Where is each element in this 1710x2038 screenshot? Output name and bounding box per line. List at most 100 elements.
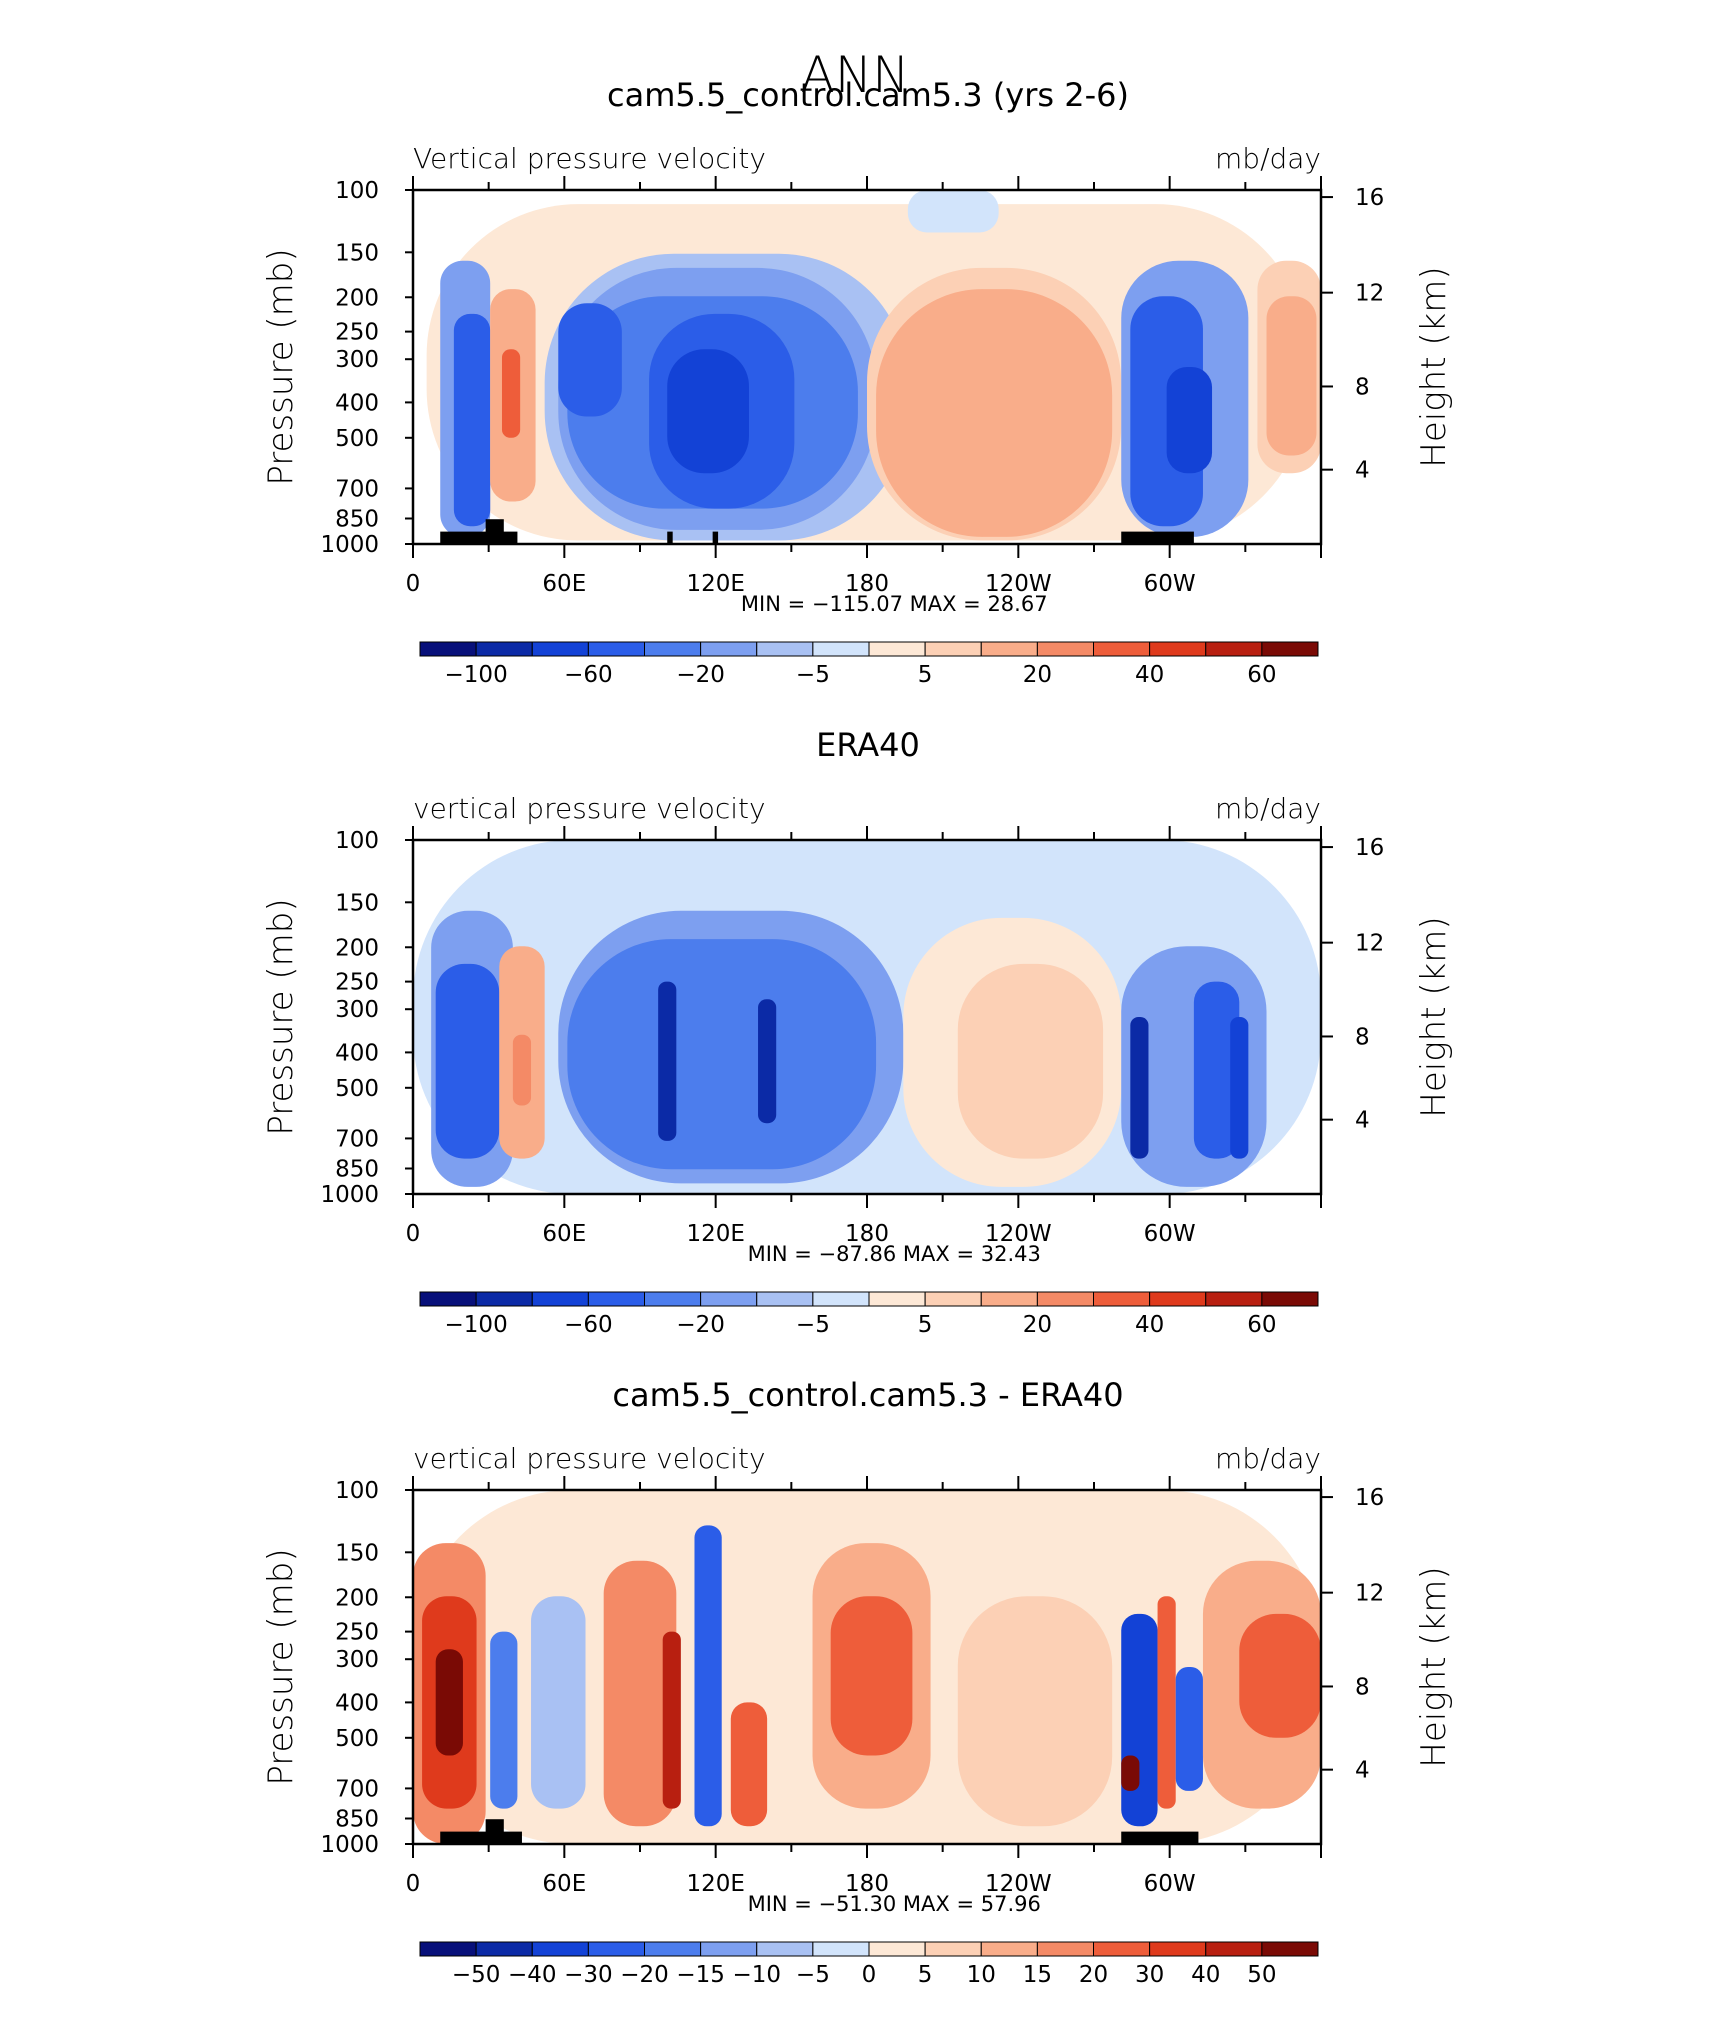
colorbar-label: 20 [1079, 1962, 1108, 1988]
contour-region [876, 289, 1113, 537]
contour-region [1166, 367, 1213, 474]
y-tick-label: 700 [335, 1776, 379, 1802]
panel-title: cam5.5_control.cam5.3 (yrs 2-6) [607, 76, 1129, 114]
y-axis-title: Pressure (mb) [261, 898, 301, 1135]
colorbar-swatch [587, 1941, 645, 1957]
colorbar-label: 15 [1023, 1962, 1052, 1988]
colorbar-label: −20 [676, 662, 725, 688]
topography-mask [440, 531, 518, 544]
y2-tick-label: 16 [1355, 835, 1384, 861]
colorbar-swatch [1261, 641, 1319, 657]
contour-region [694, 1525, 722, 1827]
colorbar-swatch [1093, 641, 1151, 657]
colorbar-label: −5 [796, 1962, 830, 1988]
topography-mask [667, 531, 673, 544]
colorbar-swatch [1036, 641, 1094, 657]
chart-panel-1: cam5.5_control.cam5.3 (yrs 2-6) Vertical … [261, 76, 1454, 688]
topography-mask [440, 1831, 522, 1844]
colorbar-swatch [924, 641, 982, 657]
y2-tick-label: 4 [1355, 1108, 1370, 1134]
colorbar-label: 60 [1247, 662, 1276, 688]
colorbar-swatch [812, 641, 870, 657]
x-tick-label: 120E [686, 571, 744, 597]
min-max-stats: MIN = −115.07 MAX = 28.67 [741, 592, 1048, 616]
y-tick-label: 850 [335, 1157, 379, 1183]
contour-region [1239, 1613, 1321, 1738]
y-tick-label: 400 [335, 1690, 379, 1716]
topography-mask [485, 1819, 504, 1834]
colorbar-swatch [531, 641, 589, 657]
colorbar-swatch [419, 641, 477, 657]
chart-panel-3: cam5.5_control.cam5.3 - ERA40 vertical pr… [261, 1376, 1454, 1988]
y-tick-label: 500 [335, 1726, 379, 1752]
contour-field [413, 840, 1321, 1194]
colorbar-label: 5 [918, 1962, 933, 1988]
contour-region [1130, 1017, 1149, 1159]
colorbar-label: −60 [564, 662, 613, 688]
x-tick-label: 120W [985, 571, 1052, 597]
colorbar-swatch [1261, 1941, 1319, 1957]
contour-region [957, 1596, 1113, 1827]
y-tick-label: 250 [335, 970, 379, 996]
units-label: mb/day [1215, 792, 1321, 825]
contour-region [658, 981, 677, 1141]
min-max-stats: MIN = −51.30 MAX = 57.96 [748, 1892, 1041, 1916]
colorbar-swatch [980, 641, 1038, 657]
colorbar-swatch [475, 1941, 533, 1957]
colorbar-label: 10 [967, 1962, 996, 1988]
colorbar-swatch [587, 1291, 645, 1307]
colorbar-label: −20 [676, 1312, 725, 1338]
contour-region [603, 1560, 677, 1827]
colorbar-swatch [475, 1291, 533, 1307]
colorbar-swatch [1036, 1291, 1094, 1307]
colorbar-label: −30 [564, 1962, 613, 1988]
y-tick-label: 200 [335, 1585, 379, 1611]
colorbar-label: −100 [445, 1312, 508, 1338]
y-tick-label: 1000 [320, 532, 379, 558]
contour-region [1266, 296, 1317, 456]
colorbar-swatch [475, 641, 533, 657]
colorbar-label: −5 [796, 1312, 830, 1338]
contour-region [667, 349, 749, 474]
colorbar-swatch [868, 1291, 926, 1307]
colorbar-label: 20 [1023, 662, 1052, 688]
colorbar-swatch [1205, 1941, 1263, 1957]
variable-label: vertical pressure velocity [413, 792, 766, 825]
colorbar-swatch [868, 1941, 926, 1957]
contour-region [1175, 1667, 1203, 1791]
y2-tick-label: 16 [1355, 1485, 1384, 1511]
y-axis-title: Pressure (mb) [261, 1548, 301, 1785]
colorbar-swatch [924, 1941, 982, 1957]
contour-region [830, 1596, 913, 1756]
colorbar-swatch [1205, 641, 1263, 657]
colorbar-label: 0 [862, 1962, 877, 1988]
colorbar-swatch [644, 1941, 702, 1957]
colorbar-label: 5 [918, 1312, 933, 1338]
colorbar-swatch [924, 1291, 982, 1307]
colorbar-swatch [531, 1291, 589, 1307]
contour-region [1121, 1613, 1158, 1827]
contour-region [453, 313, 491, 527]
topography-mask [1121, 1831, 1199, 1844]
y-tick-label: 200 [335, 285, 379, 311]
colorbar-label: −40 [508, 1962, 557, 1988]
y2-axis-title: Height (km) [1414, 266, 1454, 467]
colorbar-swatch [980, 1941, 1038, 1957]
y-tick-label: 250 [335, 320, 379, 346]
colorbar-label: −5 [796, 662, 830, 688]
y2-tick-label: 8 [1355, 374, 1370, 400]
y-tick-label: 200 [335, 935, 379, 961]
y2-tick-label: 12 [1355, 1581, 1384, 1607]
y-tick-label: 250 [335, 1620, 379, 1646]
colorbar-swatch [644, 1291, 702, 1307]
y-tick-label: 850 [335, 1807, 379, 1833]
colorbar-swatch [1036, 1941, 1094, 1957]
y-tick-label: 100 [335, 178, 379, 204]
x-tick-label: 180 [845, 1221, 889, 1247]
colorbar-label: −50 [452, 1962, 501, 1988]
colorbar-swatch [700, 1941, 758, 1957]
y-tick-label: 300 [335, 1647, 379, 1673]
contour-region [957, 963, 1104, 1159]
y2-tick-label: 8 [1355, 1674, 1370, 1700]
y-tick-label: 850 [335, 507, 379, 533]
